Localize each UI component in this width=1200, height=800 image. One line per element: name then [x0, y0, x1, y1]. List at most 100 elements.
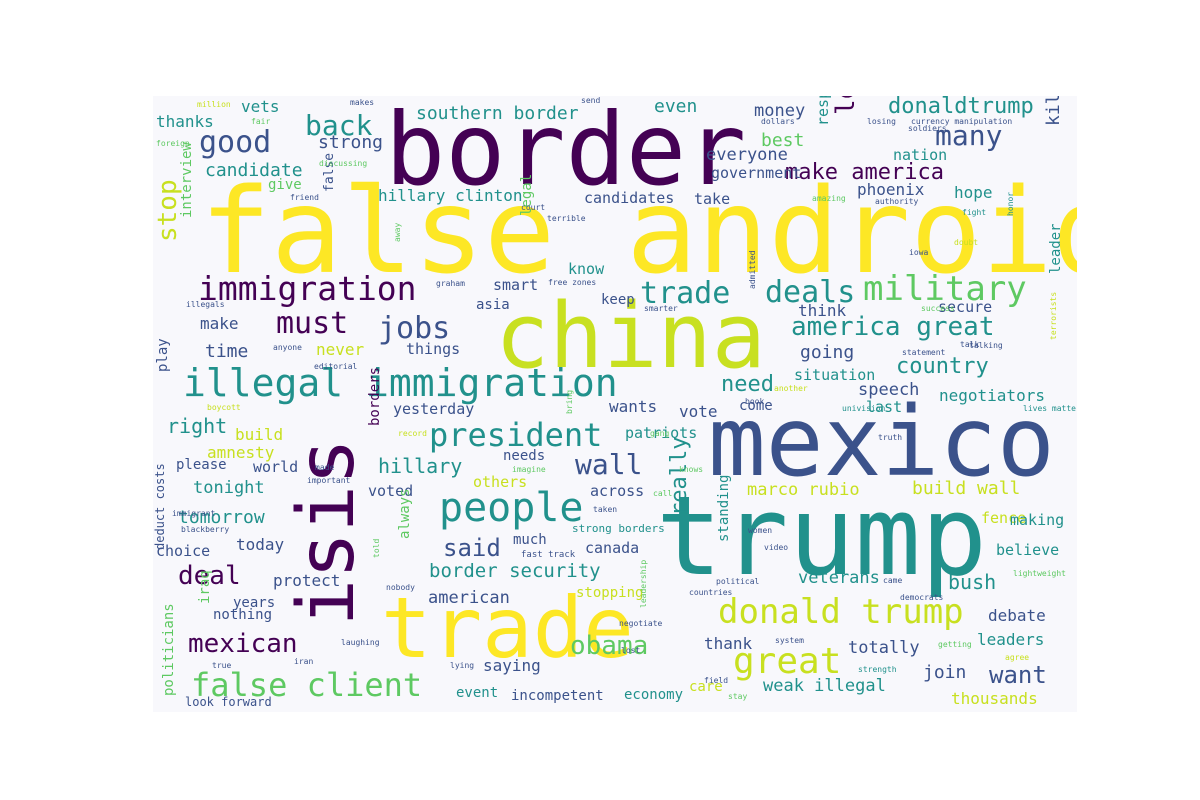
word: keep: [601, 292, 635, 308]
word: everyone: [706, 145, 788, 165]
word: deduct costs: [153, 463, 167, 550]
word: another: [774, 384, 808, 393]
word: talking: [969, 341, 1003, 350]
word: president: [429, 416, 603, 454]
word: protect: [273, 571, 341, 590]
word: obama: [570, 631, 649, 661]
word: free zones: [548, 278, 597, 287]
word: killing: [1043, 96, 1064, 126]
word: illegal immigration: [183, 361, 618, 405]
word: money: [754, 101, 806, 121]
word: field: [704, 676, 729, 685]
word: discussing: [319, 159, 368, 168]
word: much: [513, 532, 547, 548]
word: graham: [436, 279, 465, 288]
word: never: [316, 340, 365, 359]
word: record: [398, 429, 427, 438]
word: leadership: [639, 559, 648, 608]
word: good: [199, 125, 272, 160]
word: debate: [988, 606, 1046, 625]
word: leader: [1048, 223, 1064, 274]
word: respect: [814, 96, 832, 126]
word: democrats: [900, 593, 944, 602]
word: bush: [948, 570, 997, 594]
word: boycott: [207, 403, 241, 412]
word: believe: [996, 541, 1060, 559]
word: women: [748, 526, 773, 535]
word: strong: [318, 132, 384, 153]
word: veterans: [798, 568, 880, 588]
word: talk: [960, 340, 980, 349]
word: fence: [981, 509, 1027, 527]
word: deals: [765, 275, 856, 310]
word: candidates: [584, 189, 675, 207]
word: away: [393, 222, 402, 242]
word: border: [385, 96, 747, 208]
word: please: [176, 457, 227, 473]
word: weak illegal: [763, 676, 886, 696]
word: country: [896, 354, 989, 379]
word: southern border: [416, 103, 579, 124]
word: iran: [294, 657, 314, 666]
word: wall: [575, 448, 643, 481]
word: negotiate: [619, 619, 663, 628]
word: illegals: [186, 300, 225, 309]
word: makes: [350, 98, 375, 107]
word: leaders: [977, 630, 1045, 649]
word: stop: [153, 179, 183, 242]
word: important: [307, 476, 351, 485]
word: million: [197, 100, 231, 109]
word: false client: [191, 666, 423, 704]
word: gang: [650, 429, 670, 438]
word: system: [775, 636, 804, 645]
word: american: [428, 588, 510, 608]
word: play: [155, 338, 171, 372]
word: book: [745, 397, 765, 406]
word: speech: [858, 380, 920, 400]
word: iraq: [197, 570, 213, 604]
word: vote: [679, 402, 718, 421]
word: losing: [867, 117, 896, 126]
word: trade: [381, 579, 634, 677]
word: voted: [368, 482, 414, 500]
word-cloud: false android border china mexico trump trade…: [153, 96, 1077, 712]
word: standing: [716, 474, 732, 542]
word: doubt: [954, 238, 979, 247]
word: making: [1010, 511, 1065, 529]
word: border security: [429, 560, 601, 582]
word: mexico: [708, 386, 1055, 498]
word: love: [831, 96, 861, 115]
word: thanks: [156, 112, 214, 131]
word: candidate: [205, 160, 303, 181]
word: government: [711, 164, 802, 182]
word: across: [590, 482, 645, 500]
word: terrible: [547, 214, 586, 223]
word: many: [935, 119, 1003, 152]
word: great: [733, 641, 842, 682]
word: build: [235, 425, 284, 444]
word: things: [406, 340, 461, 358]
word: back: [305, 109, 373, 142]
word: admitted: [748, 250, 757, 289]
word: false android: [200, 162, 1077, 300]
word: said: [443, 534, 501, 562]
word: secure: [938, 298, 993, 316]
word: give: [268, 177, 302, 193]
word: dollars: [761, 117, 795, 126]
word: always: [397, 488, 413, 539]
word: terrorists: [1049, 291, 1058, 340]
word: came: [883, 576, 903, 585]
word: wants: [609, 397, 658, 416]
word: call: [653, 489, 673, 498]
word: fair: [251, 117, 271, 126]
word: military: [863, 269, 1027, 309]
word: donaldtrump: [888, 96, 1034, 119]
word: america great: [791, 312, 995, 342]
word: editorial: [314, 362, 358, 371]
word: totally: [848, 638, 920, 658]
word: make: [200, 314, 239, 333]
word: jobs: [378, 311, 451, 346]
word: really: [667, 436, 692, 516]
word: hillary: [378, 454, 463, 478]
word: soldiers: [908, 124, 947, 133]
